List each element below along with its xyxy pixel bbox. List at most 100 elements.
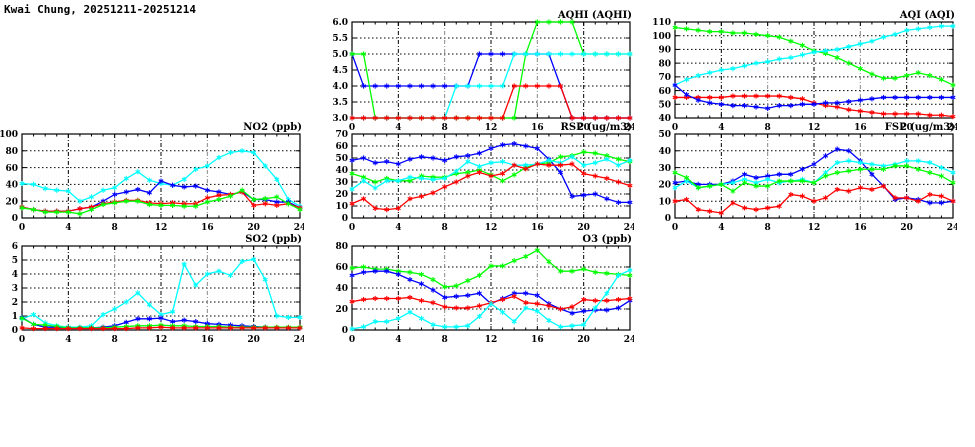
series-blue xyxy=(349,141,633,205)
data-point-marker xyxy=(546,303,552,309)
data-point-marker xyxy=(54,187,60,193)
data-point-marker xyxy=(557,154,564,160)
data-point-marker xyxy=(123,326,129,332)
data-point-marker xyxy=(741,93,748,99)
data-point-marker xyxy=(453,283,459,289)
data-point-marker xyxy=(31,207,37,213)
data-point-marker xyxy=(407,156,413,162)
x-tick-label: 20 xyxy=(577,223,590,233)
x-tick-label: 0 xyxy=(19,335,25,345)
data-point-marker xyxy=(741,63,748,69)
y-tick-label: 6 xyxy=(12,242,18,252)
data-point-marker xyxy=(730,30,736,36)
data-point-marker xyxy=(204,325,210,331)
data-point-marker xyxy=(834,146,840,152)
x-tick-label: 16 xyxy=(854,123,867,133)
data-point-marker xyxy=(453,179,459,185)
y-tick-label: 40 xyxy=(335,284,348,294)
data-point-marker xyxy=(765,205,771,211)
data-point-marker xyxy=(112,200,118,206)
y-tick-label: 80 xyxy=(658,59,671,69)
data-point-marker xyxy=(146,190,152,196)
data-point-marker xyxy=(788,171,794,177)
data-point-marker xyxy=(834,159,840,166)
data-point-marker xyxy=(158,202,164,208)
data-point-marker xyxy=(511,141,517,147)
data-point-marker xyxy=(592,150,598,156)
data-point-marker xyxy=(811,101,817,107)
data-point-marker xyxy=(730,103,736,109)
data-point-marker xyxy=(77,206,83,212)
data-point-marker xyxy=(384,295,390,302)
data-point-marker xyxy=(927,191,933,198)
x-tick-label: 24 xyxy=(294,335,304,345)
data-point-marker xyxy=(297,314,303,320)
data-point-marker xyxy=(753,175,759,181)
data-point-marker xyxy=(488,263,494,269)
data-point-marker xyxy=(880,94,887,101)
data-point-marker xyxy=(627,115,633,121)
data-point-marker xyxy=(100,326,106,332)
data-point-marker xyxy=(788,103,794,109)
data-point-marker xyxy=(730,200,736,206)
data-point-marker xyxy=(523,253,529,260)
chart-title-aqhi: AQHI (AQHI) xyxy=(557,10,632,21)
data-point-marker xyxy=(476,163,482,169)
data-point-marker xyxy=(500,171,506,177)
data-point-marker xyxy=(569,193,575,199)
data-point-marker xyxy=(557,169,564,175)
data-point-marker xyxy=(869,161,875,167)
data-point-marker xyxy=(54,326,60,332)
data-point-marker xyxy=(927,72,933,79)
data-point-marker xyxy=(915,26,921,32)
data-point-marker xyxy=(534,51,540,57)
data-point-marker xyxy=(592,305,598,311)
data-point-marker xyxy=(384,178,390,184)
y-tick-label: 20 xyxy=(658,181,671,191)
data-point-marker xyxy=(615,199,621,205)
data-point-marker xyxy=(695,97,701,103)
data-point-marker xyxy=(65,326,71,332)
data-point-marker xyxy=(938,173,944,179)
data-point-marker xyxy=(592,173,598,179)
series-blue xyxy=(672,82,956,111)
data-point-marker xyxy=(442,284,448,290)
data-point-marker xyxy=(869,38,875,44)
data-point-marker xyxy=(753,60,759,66)
data-point-marker xyxy=(297,325,303,331)
data-point-marker xyxy=(604,290,610,296)
data-point-marker xyxy=(135,316,141,322)
data-point-marker xyxy=(707,70,713,76)
data-point-marker xyxy=(627,267,633,273)
x-tick-label: 20 xyxy=(247,223,260,233)
data-point-marker xyxy=(361,196,367,202)
chart-panel-rsp: RSP (ug/m3) 0 10 20 30 40 50 60 70 0 4 8 12 16 20 24 xyxy=(330,122,634,234)
data-point-marker xyxy=(407,294,413,301)
data-point-marker xyxy=(546,259,552,265)
data-point-marker xyxy=(557,324,564,330)
data-point-marker xyxy=(384,83,390,89)
data-point-marker xyxy=(181,325,187,331)
data-point-marker xyxy=(730,188,736,194)
data-point-marker xyxy=(938,77,944,83)
data-point-marker xyxy=(592,51,598,57)
data-point-marker xyxy=(718,67,724,73)
data-point-marker xyxy=(604,51,610,57)
data-point-marker xyxy=(204,163,210,169)
data-point-marker xyxy=(950,180,956,186)
y-tick-label: 50 xyxy=(658,130,671,140)
data-point-marker xyxy=(604,298,610,304)
data-point-marker xyxy=(788,55,794,61)
data-point-marker xyxy=(546,51,552,57)
data-point-marker xyxy=(384,159,390,165)
data-point-marker xyxy=(546,157,552,163)
data-point-marker xyxy=(834,55,840,61)
data-point-marker xyxy=(604,196,610,202)
data-point-marker xyxy=(384,115,390,121)
data-point-marker xyxy=(950,23,956,29)
x-tick-label: 16 xyxy=(531,335,544,345)
data-point-marker xyxy=(193,282,199,288)
y-tick-label: 60 xyxy=(335,142,348,152)
chart-title-rsp: RSP (ug/m3) xyxy=(560,122,632,133)
data-point-marker xyxy=(239,325,245,331)
